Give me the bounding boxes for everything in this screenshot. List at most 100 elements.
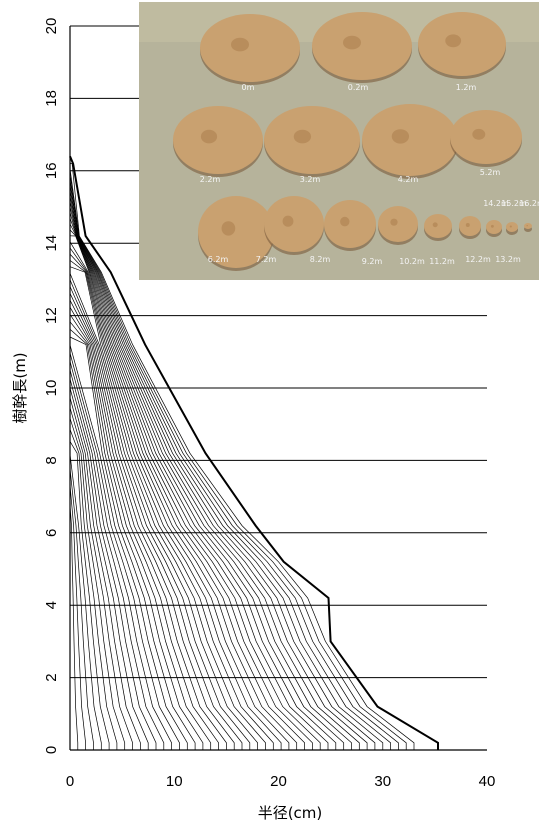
ring-profile xyxy=(69,266,274,750)
ring-profile xyxy=(69,441,110,750)
y-tick-18: 18 xyxy=(43,90,60,107)
y-tick-0: 0 xyxy=(43,746,60,754)
stem-disc xyxy=(173,106,263,174)
ring-profile xyxy=(69,195,368,750)
ring-profile xyxy=(69,454,102,750)
disc-pith xyxy=(445,34,462,48)
ring-profile xyxy=(69,286,251,750)
ring-profile xyxy=(69,344,188,750)
ring-profile xyxy=(69,429,118,750)
ring-profile xyxy=(69,418,126,750)
ring-profile xyxy=(69,352,180,750)
ring-profile xyxy=(69,190,376,750)
ring-profile xyxy=(69,293,243,750)
axes xyxy=(69,26,487,751)
disc-pith xyxy=(465,223,470,227)
ring-profile xyxy=(69,206,352,750)
disc-pith xyxy=(390,218,398,226)
disc-label: 8.2m xyxy=(310,255,331,264)
disc-pith xyxy=(231,37,249,52)
outer-profile xyxy=(69,155,439,750)
disc-pith xyxy=(200,129,218,144)
ring-profile xyxy=(69,407,133,750)
disc-label: 0m xyxy=(242,83,255,92)
disc-pith xyxy=(526,225,528,227)
x-tick-0: 0 xyxy=(66,773,74,790)
ring-profile xyxy=(69,485,86,750)
ring-profile xyxy=(69,260,282,750)
ring-profile xyxy=(69,223,329,750)
disc-pith xyxy=(293,129,312,144)
ring-profile xyxy=(69,300,235,750)
stem-disc xyxy=(424,214,452,238)
stem-disc xyxy=(459,216,481,236)
disc-pith xyxy=(391,129,410,144)
ring-profile xyxy=(69,369,165,750)
disc-pith xyxy=(343,35,361,50)
disc-label: 3.2m xyxy=(300,175,321,184)
stem-disc xyxy=(264,196,324,252)
ring-profile xyxy=(69,253,290,750)
outer-profile-line xyxy=(69,155,439,750)
ring-profile xyxy=(69,247,298,750)
x-tick-labels: 0 10 20 30 40 xyxy=(66,773,496,790)
disc-label: 9.2m xyxy=(362,257,383,266)
stem-disc xyxy=(450,110,522,164)
x-tick-40: 40 xyxy=(479,773,496,790)
stem-disc xyxy=(200,14,300,82)
ring-profile xyxy=(69,273,266,750)
ring-profile xyxy=(69,505,79,750)
ring-profile xyxy=(69,329,204,750)
y-tick-labels: 0 2 4 6 8 10 12 14 16 18 20 xyxy=(43,18,60,755)
disc-pith xyxy=(432,222,438,228)
ring-profile xyxy=(69,201,360,750)
x-axis-label: 半径(cm) xyxy=(258,804,323,822)
y-tick-10: 10 xyxy=(43,380,60,397)
disc-label: 5.2m xyxy=(480,168,501,177)
ring-profile xyxy=(69,218,337,750)
stem-disc xyxy=(362,104,458,176)
ring-profile xyxy=(69,235,313,750)
ring-profile xyxy=(69,468,94,750)
disc-label: 10.2m xyxy=(399,257,425,266)
stem-disc xyxy=(312,12,412,80)
ring-profile xyxy=(69,279,258,750)
y-tick-14: 14 xyxy=(43,235,60,252)
disc-label: 14.2m xyxy=(483,199,509,208)
disc-pith xyxy=(340,216,350,227)
y-tick-8: 8 xyxy=(43,456,60,464)
ring-profile xyxy=(69,241,305,750)
disc-label: 12.2m xyxy=(465,255,491,264)
disc-label: 15.2m xyxy=(501,199,527,208)
disc-label: 4.2m xyxy=(398,175,419,184)
disc-pith xyxy=(221,221,236,236)
ring-profile xyxy=(69,314,219,750)
y-tick-12: 12 xyxy=(43,307,60,324)
ring-profile xyxy=(70,163,415,750)
x-tick-10: 10 xyxy=(166,773,183,790)
ring-profile xyxy=(69,378,157,750)
disc-pith xyxy=(472,128,486,140)
disc-label: 16.2m xyxy=(519,199,539,208)
ring-profile xyxy=(69,321,212,750)
disc-labels: 0m 0.2m 1.2m 2.2m 3.2m 4.2m 5.2m 6.2m 7.2m 8.2m 9.… xyxy=(200,83,539,266)
ring-profile xyxy=(69,184,384,750)
ring-profile xyxy=(69,387,149,750)
y-tick-16: 16 xyxy=(43,162,60,179)
ring-profile xyxy=(69,212,345,750)
stem-disc xyxy=(324,200,376,248)
disc-pith xyxy=(490,224,494,228)
ring-profile xyxy=(69,179,391,750)
disc-pith xyxy=(509,225,512,228)
y-axis-label: 樹幹長(m) xyxy=(11,352,29,423)
stem-disc xyxy=(264,106,360,174)
ring-profile xyxy=(69,336,196,750)
x-tick-20: 20 xyxy=(270,773,287,790)
disc-label: 6.2m xyxy=(208,255,229,264)
disc-label: 2.2m xyxy=(200,175,221,184)
ring-profiles xyxy=(69,163,415,750)
y-tick-2: 2 xyxy=(43,673,60,681)
stem-disc xyxy=(418,12,506,76)
stem-disc xyxy=(524,223,532,229)
